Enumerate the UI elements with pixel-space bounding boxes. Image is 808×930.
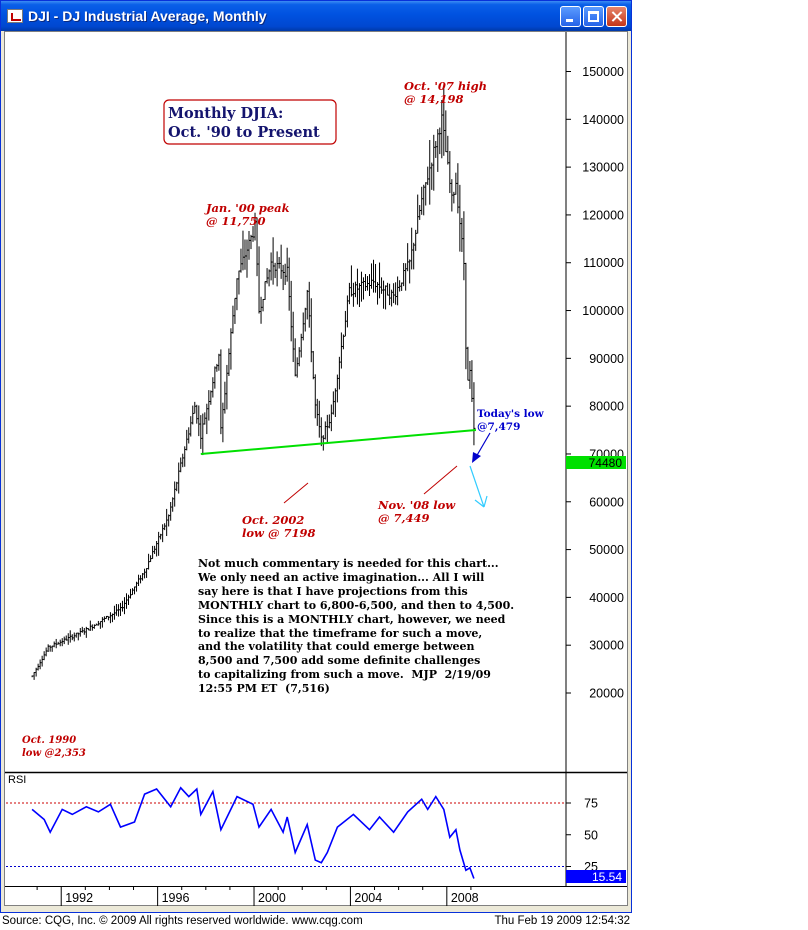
y-tick-label: 60000 bbox=[589, 495, 624, 509]
current-price-box bbox=[566, 456, 626, 469]
annotation-line: low @2,353 bbox=[22, 748, 86, 759]
chart-frame bbox=[4, 31, 628, 906]
price-y-axis: 2000030000400005000060000700008000090000… bbox=[566, 65, 624, 701]
pointer-oct02 bbox=[283, 482, 309, 504]
annotation-todays-low: Today's low @7,479 bbox=[477, 408, 545, 433]
footer-timestamp: Thu Feb 19 2009 12:54:32 bbox=[494, 915, 630, 927]
today-low-arrow bbox=[472, 432, 491, 463]
y-tick-label: 90000 bbox=[589, 352, 624, 366]
x-axis-area bbox=[4, 886, 628, 906]
y-tick-label: 110000 bbox=[583, 256, 624, 270]
source-credit: Source: CQG, Inc. © 2009 All rights rese… bbox=[2, 915, 363, 927]
price-bars bbox=[31, 88, 476, 680]
annotation-line: @ 7,449 bbox=[378, 511, 430, 525]
rsi-reference-lines bbox=[6, 802, 566, 867]
y-tick-label: 80000 bbox=[589, 400, 624, 414]
current-rsi-label: 15.54 bbox=[592, 870, 622, 884]
projection-arrow bbox=[469, 465, 488, 508]
y-tick-label: 30000 bbox=[589, 639, 624, 653]
annotation-jan00-peak: Jan. '00 peak @ 11,750 bbox=[204, 201, 290, 228]
x-tick-label: 1992 bbox=[65, 891, 93, 905]
annotation-line: Today's low bbox=[477, 408, 545, 420]
status-footer: Source: CQG, Inc. © 2009 All rights rese… bbox=[0, 914, 632, 930]
annotation-line: Nov. '08 low bbox=[377, 498, 456, 512]
rsi-panel-label: RSI bbox=[8, 774, 26, 786]
title-box bbox=[163, 99, 337, 145]
annotation-line: @ 14,198 bbox=[404, 92, 464, 106]
pointer-nov08 bbox=[423, 465, 458, 495]
title-bar[interactable]: DJI - DJ Industrial Average, Monthly bbox=[1, 1, 631, 31]
annotation-line: Oct. 1990 bbox=[22, 735, 76, 746]
chart-title: Monthly DJIA: Oct. '90 to Present bbox=[168, 105, 320, 141]
time-x-axis: 1992 1996 2000 2004 2008 bbox=[36, 886, 479, 906]
y-tick-label: 100000 bbox=[582, 304, 624, 318]
y-tick-label: 40000 bbox=[589, 591, 624, 605]
annotation-line: Jan. '00 peak bbox=[204, 201, 290, 215]
y-tick-label: 150000 bbox=[582, 65, 624, 79]
rsi-tick-label: 75 bbox=[584, 797, 598, 811]
rsi-tick-label: 50 bbox=[584, 828, 598, 842]
x-tick-label: 2000 bbox=[258, 891, 286, 905]
annotation-line: @ 11,750 bbox=[206, 214, 266, 228]
annotation-line: Oct. 2002 bbox=[242, 513, 304, 527]
y-tick-label: 20000 bbox=[589, 687, 624, 701]
annotation-nov08-low: Nov. '08 low @ 7,449 bbox=[377, 498, 456, 525]
x-tick-label: 2004 bbox=[354, 891, 382, 905]
x-tick-label: 1996 bbox=[162, 891, 190, 905]
y-tick-label: 50000 bbox=[589, 543, 624, 557]
y-tick-label: 140000 bbox=[582, 113, 624, 127]
window-title: DJI - DJ Industrial Average, Monthly bbox=[28, 8, 267, 24]
support-trendline bbox=[200, 429, 477, 455]
annotation-oct02-low: Oct. 2002 low @ 7198 bbox=[242, 513, 315, 540]
close-button[interactable] bbox=[606, 6, 627, 27]
minimize-button[interactable] bbox=[560, 6, 581, 27]
annotation-line: Oct. '07 high bbox=[404, 79, 487, 93]
annotation-line: low @ 7198 bbox=[242, 526, 315, 540]
rsi-line bbox=[31, 786, 475, 879]
x-tick-label: 2008 bbox=[451, 891, 479, 905]
annotation-oct90-low: Oct. 1990 low @2,353 bbox=[22, 735, 86, 759]
y-tick-label: 130000 bbox=[582, 161, 624, 175]
annotation-line: Oct. '90 to Present bbox=[168, 124, 320, 141]
rsi-plot-area bbox=[4, 773, 566, 886]
current-rsi-box bbox=[566, 870, 626, 883]
y-tick-label: 120000 bbox=[582, 208, 624, 222]
annotation-line: Monthly DJIA: bbox=[168, 105, 283, 122]
chart-canvas: 2000030000400005000060000700008000090000… bbox=[4, 31, 628, 906]
chart-app-icon[interactable] bbox=[7, 9, 23, 23]
commentary-text: Not much commentary is needed for this c… bbox=[198, 557, 515, 696]
current-price-label: 74480 bbox=[589, 456, 623, 470]
maximize-button[interactable] bbox=[583, 6, 604, 27]
annotation-oct07-high: Oct. '07 high @ 14,198 bbox=[404, 79, 487, 106]
annotation-line: @7,479 bbox=[477, 421, 520, 433]
